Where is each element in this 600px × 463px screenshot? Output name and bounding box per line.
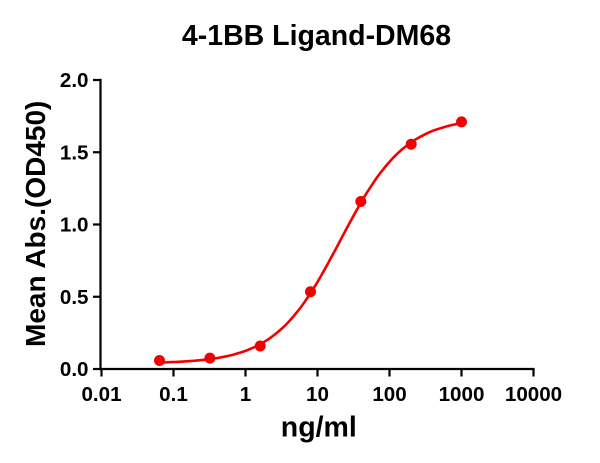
svg-text:0.0: 0.0	[60, 358, 89, 381]
svg-text:1: 1	[240, 383, 251, 406]
svg-text:0.01: 0.01	[81, 383, 121, 406]
svg-text:1.5: 1.5	[60, 142, 89, 165]
svg-text:10: 10	[306, 383, 329, 406]
svg-text:10000: 10000	[505, 383, 562, 406]
svg-text:Mean Abs.(OD450): Mean Abs.(OD450)	[20, 101, 51, 347]
svg-text:0.5: 0.5	[60, 286, 89, 309]
svg-text:ng/ml: ng/ml	[281, 411, 357, 443]
svg-text:0.1: 0.1	[159, 383, 188, 406]
svg-text:1.0: 1.0	[60, 213, 89, 236]
svg-text:100: 100	[372, 383, 406, 406]
svg-text:2.0: 2.0	[60, 69, 89, 92]
svg-text:4-1BB Ligand-DM68: 4-1BB Ligand-DM68	[182, 20, 451, 52]
svg-text:1000: 1000	[439, 383, 485, 406]
